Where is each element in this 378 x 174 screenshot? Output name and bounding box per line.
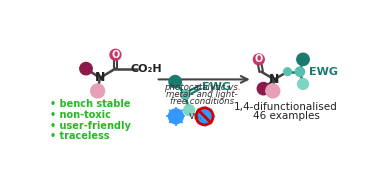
Circle shape [171,112,181,121]
Text: vs.: vs. [188,111,202,121]
Circle shape [184,105,195,116]
Circle shape [253,54,264,65]
Text: free conditions: free conditions [170,97,234,106]
Circle shape [284,68,291,76]
Circle shape [198,109,212,123]
Circle shape [110,49,121,60]
Circle shape [91,84,105,98]
Circle shape [257,82,270,95]
Circle shape [266,84,280,98]
Circle shape [169,109,183,124]
Text: EWG: EWG [309,67,338,77]
Text: • traceless: • traceless [50,131,110,141]
Text: photocatalytic vs.: photocatalytic vs. [164,83,240,92]
Text: • non-toxic: • non-toxic [50,110,111,120]
Text: N: N [95,71,105,84]
Text: 1,4-difunctionalised: 1,4-difunctionalised [234,102,338,112]
Text: CO₂H: CO₂H [131,64,162,74]
Text: EWG: EWG [202,82,231,92]
Circle shape [80,62,92,75]
Circle shape [297,53,309,66]
Text: • user-friendly: • user-friendly [50,121,131,131]
Text: N: N [269,73,279,86]
Circle shape [295,67,305,76]
Text: 46 examples: 46 examples [253,111,319,121]
Text: metal- and light-: metal- and light- [166,90,238,99]
Text: • bench stable: • bench stable [50,99,131,109]
Circle shape [169,76,181,88]
Circle shape [297,79,308,89]
Text: O: O [112,50,119,60]
Circle shape [181,90,190,99]
Circle shape [169,109,183,124]
Circle shape [198,109,212,123]
Text: O: O [255,54,263,64]
